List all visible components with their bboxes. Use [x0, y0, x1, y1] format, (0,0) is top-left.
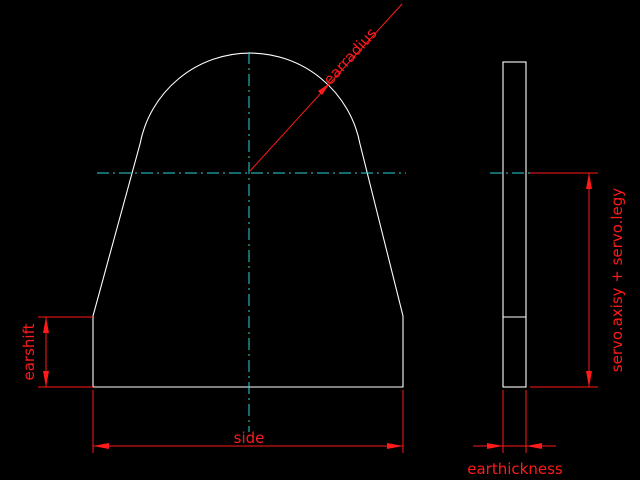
servo-arrow-top — [586, 173, 592, 189]
side-dimension: side — [92, 390, 404, 453]
earradius-dimension: earradius — [249, 3, 403, 172]
earradius-label: earradius — [320, 24, 381, 89]
servo-arrow-bottom — [586, 371, 592, 387]
earthickness-label: earthickness — [467, 460, 563, 478]
earshift-dimension: earshift — [20, 316, 93, 388]
ear-side-view — [502, 61, 527, 388]
ear-outline — [92, 52, 404, 388]
side-label: side — [234, 429, 265, 447]
earshift-label: earshift — [20, 323, 38, 380]
ear-front-view — [92, 52, 404, 388]
side-arrow-left — [93, 443, 109, 449]
earshift-arrow-bottom — [43, 371, 49, 387]
center-lines — [97, 52, 540, 432]
servo-height-label: servo.axisy + servo.legy — [608, 188, 626, 372]
earthickness-dimension: earthickness — [467, 390, 563, 478]
side-arrow-right — [387, 443, 403, 449]
earthickness-arrow-left — [487, 443, 503, 449]
earshift-arrow-top — [43, 317, 49, 333]
earradius-arrowhead — [318, 83, 330, 95]
earthickness-arrow-right — [526, 443, 542, 449]
servo-height-dimension: servo.axisy + servo.legy — [530, 172, 626, 388]
ear-side-profile — [502, 61, 527, 388]
